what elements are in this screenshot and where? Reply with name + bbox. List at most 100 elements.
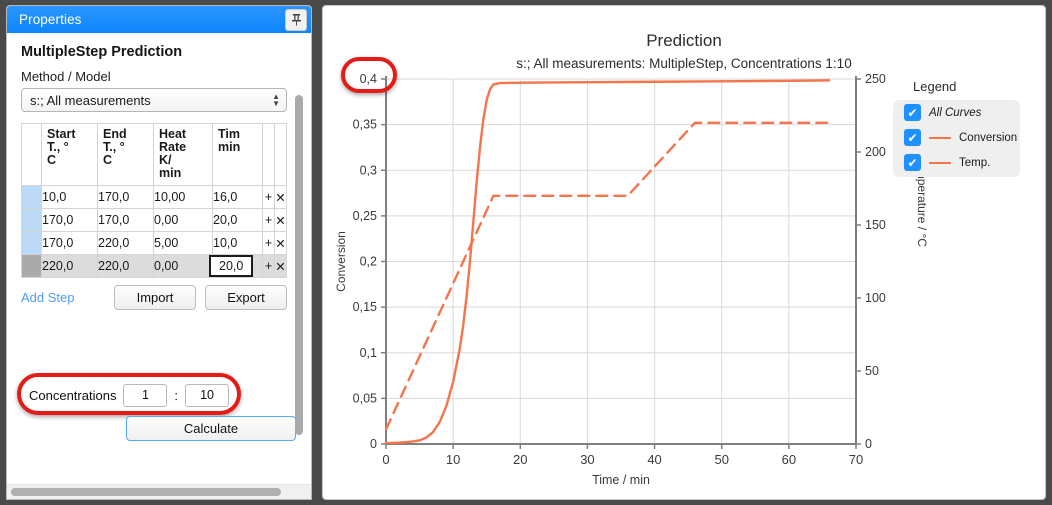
cell-end-temp[interactable]: 220,0 bbox=[97, 231, 154, 255]
panel-body: MultipleStep Prediction Method / Model s… bbox=[7, 33, 311, 499]
remove-row-icon[interactable]: ✕ bbox=[274, 254, 287, 278]
method-model-value: s:; All measurements bbox=[30, 92, 151, 108]
concentrations-separator: : bbox=[174, 387, 179, 403]
axis-labels: Time / min Conversion Temperature / °C bbox=[334, 156, 929, 487]
cell-end-temp[interactable]: 220,0 bbox=[97, 254, 154, 278]
legend-color-swatch bbox=[929, 161, 951, 164]
chart-subtitle: s:; All measurements: MultipleStep, Conc… bbox=[516, 56, 852, 71]
legend-item-label: All Curves bbox=[929, 106, 982, 119]
table-row[interactable]: 170,0 220,0 5,00 10,0 + ✕ bbox=[21, 231, 287, 255]
svg-text:Conversion: Conversion bbox=[334, 231, 348, 292]
table-row[interactable]: 10,0 170,0 10,00 16,0 + ✕ bbox=[21, 185, 287, 209]
svg-text:150: 150 bbox=[865, 218, 886, 232]
panel-horizontal-scrollbar[interactable] bbox=[7, 484, 311, 499]
remove-row-icon[interactable]: ✕ bbox=[274, 208, 287, 232]
remove-row-icon[interactable]: ✕ bbox=[274, 185, 287, 209]
add-row-icon[interactable]: + bbox=[262, 185, 275, 209]
properties-panel: Properties MultipleStep Prediction Metho… bbox=[6, 5, 312, 500]
row-selector[interactable] bbox=[21, 231, 42, 255]
svg-text:Temperature / °C: Temperature / °C bbox=[915, 156, 929, 247]
panel-titlebar: Properties bbox=[7, 6, 311, 33]
pin-glyph bbox=[291, 14, 301, 26]
legend-item[interactable]: ✔ Temp. bbox=[893, 150, 1020, 175]
svg-text:50: 50 bbox=[865, 364, 879, 378]
svg-text:0,25: 0,25 bbox=[353, 209, 377, 223]
cell-start-temp[interactable]: 170,0 bbox=[41, 208, 98, 232]
checkbox-icon[interactable]: ✔ bbox=[904, 154, 921, 171]
col-time: Tim min bbox=[212, 123, 263, 186]
checkbox-icon[interactable]: ✔ bbox=[904, 129, 921, 146]
calculate-button[interactable]: Calculate bbox=[126, 416, 296, 441]
svg-text:30: 30 bbox=[580, 452, 594, 467]
svg-text:0,05: 0,05 bbox=[353, 391, 377, 405]
cell-heat-rate[interactable]: 0,00 bbox=[153, 254, 213, 278]
legend-title: Legend bbox=[913, 79, 957, 94]
add-row-icon[interactable]: + bbox=[262, 254, 275, 278]
method-model-select[interactable]: s:; All measurements ▲ ▼ bbox=[21, 88, 287, 112]
page-title: MultipleStep Prediction bbox=[21, 44, 183, 60]
panel-horizontal-scrollbar-thumb[interactable] bbox=[11, 488, 281, 496]
import-button[interactable]: Import bbox=[114, 285, 196, 310]
cell-time[interactable]: 16,0 bbox=[212, 185, 263, 209]
svg-text:0: 0 bbox=[865, 437, 872, 451]
axis-ticks: 00,050,10,150,20,250,30,350,405010015020… bbox=[353, 72, 886, 467]
cell-time[interactable]: 20,0 bbox=[209, 254, 263, 278]
cell-heat-rate[interactable]: 0,00 bbox=[153, 208, 213, 232]
legend-color-swatch bbox=[929, 136, 951, 139]
cell-start-temp[interactable]: 220,0 bbox=[41, 254, 98, 278]
remove-row-icon[interactable]: ✕ bbox=[274, 231, 287, 255]
col-remove-header bbox=[274, 123, 287, 186]
svg-text:0,3: 0,3 bbox=[360, 163, 377, 177]
legend-item-label: Temp. bbox=[959, 156, 991, 169]
cell-start-temp[interactable]: 10,0 bbox=[41, 185, 98, 209]
method-model-label: Method / Model bbox=[21, 69, 111, 84]
svg-text:0: 0 bbox=[382, 452, 389, 467]
cell-start-temp[interactable]: 170,0 bbox=[41, 231, 98, 255]
svg-text:70: 70 bbox=[849, 452, 863, 467]
table-row[interactable]: 170,0 170,0 0,00 20,0 + ✕ bbox=[21, 208, 287, 232]
add-row-icon[interactable]: + bbox=[262, 231, 275, 255]
plot-gridlines bbox=[385, 78, 857, 445]
row-selector[interactable] bbox=[21, 185, 42, 209]
chart-panel: Prediction s:; All measurements: Multipl… bbox=[322, 5, 1046, 500]
svg-text:50: 50 bbox=[714, 452, 728, 467]
legend-item-label: Conversion bbox=[959, 131, 1018, 144]
chart-title: Prediction bbox=[646, 31, 722, 50]
cell-heat-rate[interactable]: 5,00 bbox=[153, 231, 213, 255]
svg-text:0,2: 0,2 bbox=[360, 255, 377, 269]
cell-editor[interactable]: 20,0 bbox=[209, 255, 254, 277]
legend-item[interactable]: ✔ All Curves bbox=[893, 100, 1020, 125]
chevron-updown-icon: ▲ ▼ bbox=[272, 92, 280, 108]
legend-item[interactable]: ✔ Conversion bbox=[893, 125, 1020, 150]
cell-heat-rate[interactable]: 10,00 bbox=[153, 185, 213, 209]
svg-text:0,1: 0,1 bbox=[360, 346, 377, 360]
row-selector-header bbox=[21, 123, 42, 186]
panel-vertical-scrollbar[interactable] bbox=[295, 95, 303, 435]
svg-text:250: 250 bbox=[865, 72, 886, 86]
steps-action-row: Add Step Import Export bbox=[21, 285, 287, 310]
cell-end-temp[interactable]: 170,0 bbox=[97, 185, 154, 209]
svg-text:0,4: 0,4 bbox=[360, 72, 377, 86]
steps-table-header: Start T., ° C End T., ° C Heat Rate K/ m… bbox=[21, 123, 287, 186]
col-heat-rate: Heat Rate K/ min bbox=[153, 123, 213, 186]
export-button[interactable]: Export bbox=[205, 285, 287, 310]
add-step-link[interactable]: Add Step bbox=[21, 290, 75, 305]
table-row[interactable]: 220,0 220,0 0,00 20,0 + ✕ bbox=[21, 254, 287, 278]
row-selector[interactable] bbox=[21, 254, 42, 278]
concentration-b-input[interactable]: 10 bbox=[185, 383, 230, 407]
concentration-a-input[interactable]: 1 bbox=[123, 383, 168, 407]
series-temp bbox=[384, 121, 831, 431]
checkbox-icon[interactable]: ✔ bbox=[904, 104, 921, 121]
add-row-icon[interactable]: + bbox=[262, 208, 275, 232]
cell-time[interactable]: 10,0 bbox=[212, 231, 263, 255]
svg-text:200: 200 bbox=[865, 145, 886, 159]
row-selector[interactable] bbox=[21, 208, 42, 232]
pin-icon[interactable] bbox=[285, 8, 307, 31]
cell-end-temp[interactable]: 170,0 bbox=[97, 208, 154, 232]
svg-text:40: 40 bbox=[647, 452, 661, 467]
cell-time[interactable]: 20,0 bbox=[212, 208, 263, 232]
steps-table: Start T., ° C End T., ° C Heat Rate K/ m… bbox=[21, 123, 287, 278]
col-add-header bbox=[262, 123, 275, 186]
svg-text:20: 20 bbox=[513, 452, 527, 467]
col-start-temp: Start T., ° C bbox=[41, 123, 98, 186]
